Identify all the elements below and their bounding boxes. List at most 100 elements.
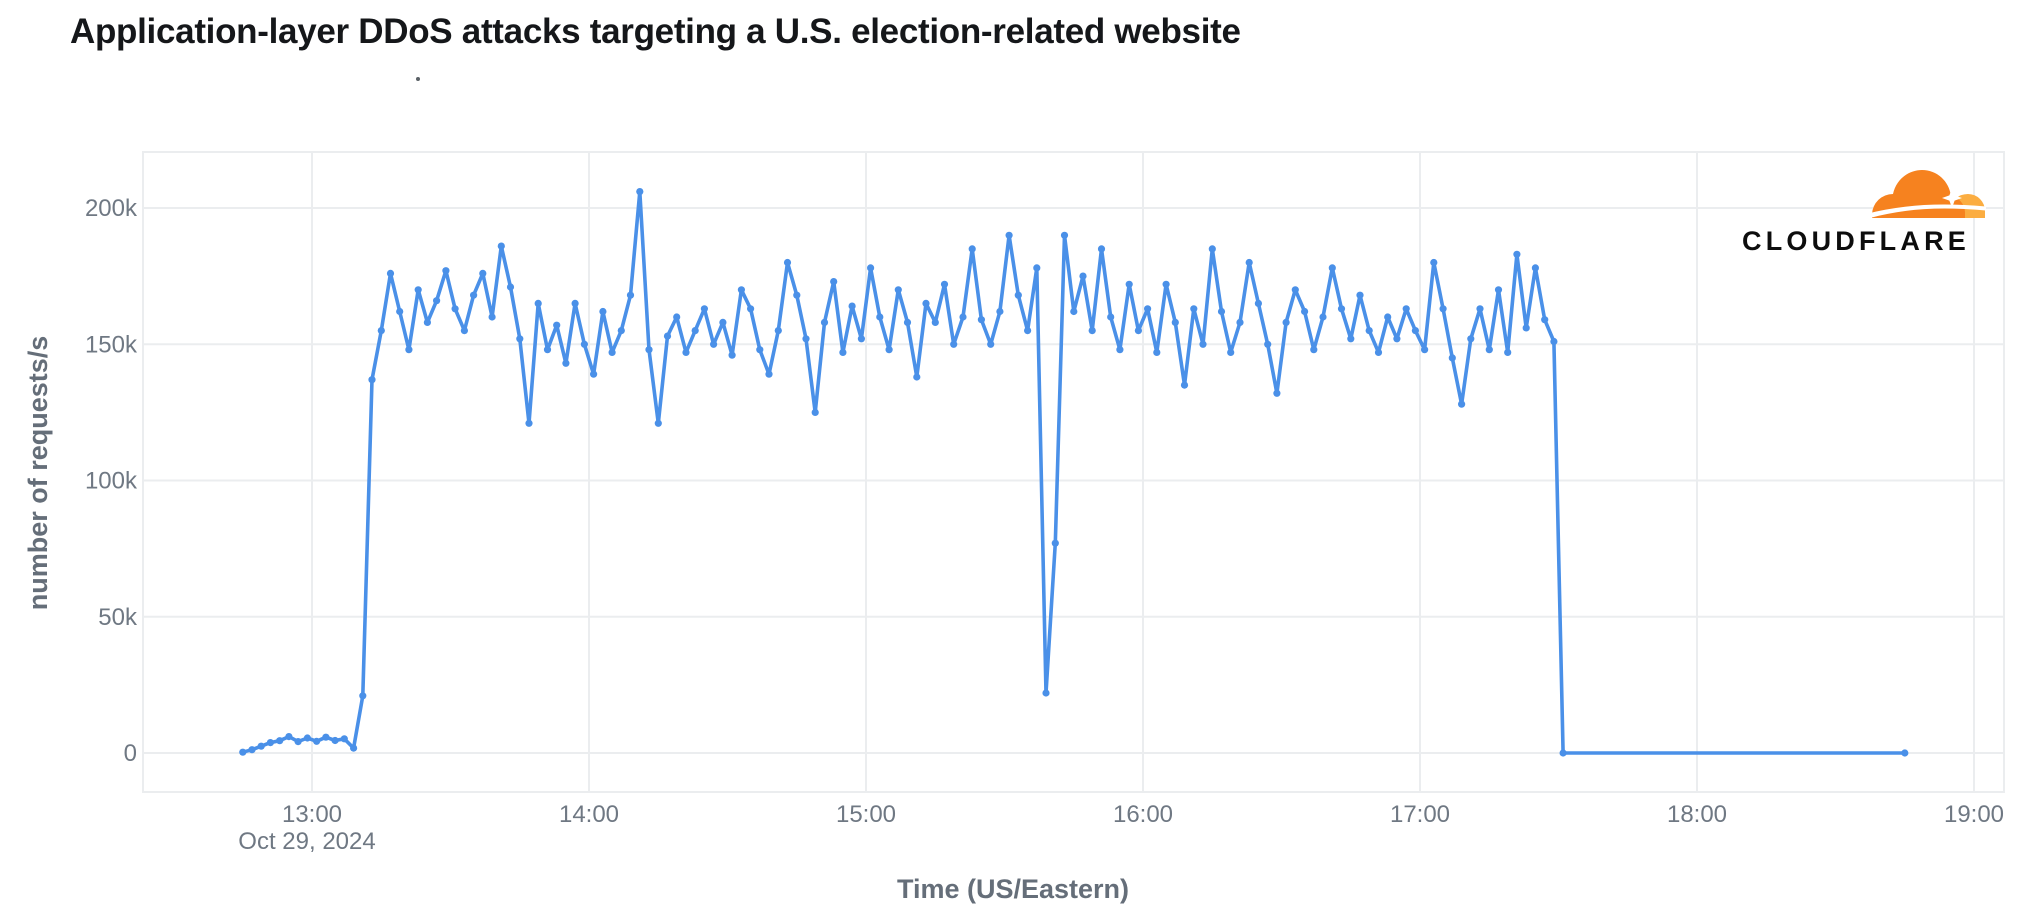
data-point-marker[interactable] [1485,346,1493,354]
data-point-marker[interactable] [645,346,653,354]
data-point-marker[interactable] [719,318,727,326]
data-point-marker[interactable] [414,286,422,294]
data-point-marker[interactable] [876,313,884,321]
data-point-marker[interactable] [1042,689,1050,697]
data-point-marker[interactable] [1079,272,1087,280]
data-point-marker[interactable] [1070,307,1078,316]
data-point-marker[interactable] [1393,335,1401,343]
data-point-marker[interactable] [1550,337,1558,346]
data-point-marker[interactable] [516,335,524,343]
data-point-marker[interactable] [820,318,829,326]
data-point-marker[interactable] [599,307,607,316]
data-point-marker[interactable] [303,734,311,742]
data-point-marker[interactable] [959,313,967,321]
data-point-marker[interactable] [294,738,302,746]
data-point-marker[interactable] [1301,307,1309,316]
data-point-marker[interactable] [1125,280,1133,288]
data-point-marker[interactable] [580,340,589,348]
data-point-marker[interactable] [506,283,515,291]
data-point-marker[interactable] [525,419,533,427]
data-point-marker[interactable] [423,318,431,326]
data-point-marker[interactable] [285,733,293,741]
data-point-marker[interactable] [1134,327,1142,335]
data-point-marker[interactable] [571,299,579,307]
data-point-marker[interactable] [968,245,976,253]
data-point-marker[interactable] [1208,245,1216,253]
data-point-marker[interactable] [396,307,404,316]
data-point-marker[interactable] [1199,340,1207,348]
data-point-marker[interactable] [590,370,598,378]
data-point-marker[interactable] [811,408,819,416]
data-point-marker[interactable] [239,748,247,756]
data-point-marker[interactable] [1245,258,1253,267]
data-point-marker[interactable] [848,302,856,310]
data-point-marker[interactable] [562,359,570,367]
data-point-marker[interactable] [257,742,265,750]
data-point-marker[interactable] [747,305,755,313]
data-point-marker[interactable] [663,332,672,340]
data-point-marker[interactable] [636,188,644,196]
data-point-marker[interactable] [1402,305,1410,313]
data-point-marker[interactable] [913,373,921,381]
data-point-marker[interactable] [710,340,718,348]
data-point-marker[interactable] [1088,327,1096,335]
data-point-marker[interactable] [977,316,986,324]
data-point-marker[interactable] [617,327,625,335]
data-point-marker[interactable] [331,736,339,745]
data-point-marker[interactable] [1559,749,1567,757]
data-point-marker[interactable] [1522,324,1530,332]
data-point-marker[interactable] [1024,327,1032,335]
data-point-marker[interactable] [903,318,912,326]
data-point-marker[interactable] [1541,316,1549,324]
data-point-marker[interactable] [1227,348,1235,356]
data-point-marker[interactable] [497,242,505,250]
data-point-marker[interactable] [802,335,810,343]
data-point-marker[interactable] [700,305,709,313]
data-point-marker[interactable] [867,264,875,272]
data-point-marker[interactable] [1291,286,1299,294]
data-point-marker[interactable] [1504,348,1512,356]
data-point-marker[interactable] [1033,264,1041,272]
data-point-marker[interactable] [1116,346,1124,354]
data-point-marker[interactable] [442,267,450,275]
data-point-marker[interactable] [276,737,284,745]
data-point-marker[interactable] [1180,381,1189,389]
data-point-marker[interactable] [1531,264,1539,272]
data-point-marker[interactable] [922,299,930,307]
data-point-marker[interactable] [1467,335,1475,343]
data-point-marker[interactable] [1264,340,1272,348]
data-point-marker[interactable] [1217,307,1226,316]
data-point-marker[interactable] [1458,400,1466,408]
data-point-marker[interactable] [1421,346,1429,354]
data-point-marker[interactable] [1236,318,1244,326]
data-point-marker[interactable] [1337,305,1346,313]
data-point-marker[interactable] [987,340,995,348]
data-point-marker[interactable] [830,278,838,286]
data-point-marker[interactable] [322,733,330,741]
data-point-marker[interactable] [1060,231,1069,239]
data-point-marker[interactable] [756,346,764,354]
data-point-marker[interactable] [460,327,468,335]
data-point-marker[interactable] [839,348,847,356]
data-point-marker[interactable] [931,318,939,326]
data-point-marker[interactable] [534,299,542,307]
data-point-marker[interactable] [996,307,1004,316]
data-point-marker[interactable] [1901,749,1909,757]
data-point-marker[interactable] [1162,280,1170,288]
data-point-marker[interactable] [1310,346,1318,354]
data-point-marker[interactable] [451,305,459,313]
data-point-marker[interactable] [313,737,321,745]
data-point-marker[interactable] [405,346,413,354]
data-point-marker[interactable] [479,269,487,277]
data-point-marker[interactable] [1171,318,1179,326]
data-point-marker[interactable] [728,351,736,359]
data-point-marker[interactable] [1384,313,1392,321]
data-point-marker[interactable] [470,291,478,299]
data-point-marker[interactable] [765,370,773,378]
data-point-marker[interactable] [1051,539,1059,547]
data-point-marker[interactable] [774,327,782,335]
data-point-marker[interactable] [940,280,949,288]
data-point-marker[interactable] [950,340,958,348]
data-point-marker[interactable] [1144,305,1152,313]
data-point-marker[interactable] [543,346,552,354]
